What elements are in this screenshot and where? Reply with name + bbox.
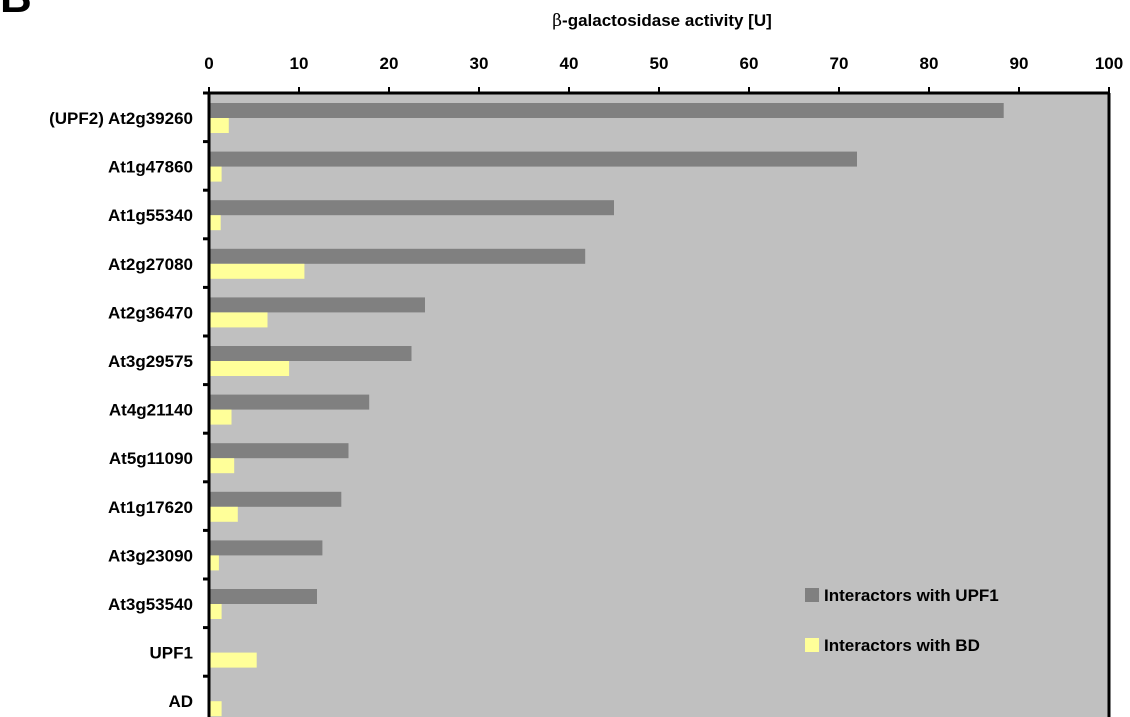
legend-label-bd: Interactors with BD [824,636,980,655]
x-tick-label: 40 [560,54,579,73]
bar-bd-8 [210,506,238,522]
x-tick-labels: 0 10 20 30 40 50 60 70 80 90 100 [204,54,1123,73]
legend: Interactors with UPF1 Interactors with BD [805,586,999,655]
bar-bd-0 [210,118,229,133]
x-axis-title-text: -galactosidase activity [U] [562,11,772,30]
x-axis-title: β-galactosidase activity [U] [552,11,772,31]
x-tick-label: 50 [650,54,669,73]
bar-upf1-2 [210,200,614,216]
panel-label: B [0,0,32,20]
category-label: At1g17620 [108,498,193,517]
x-tick-label: 30 [470,54,489,73]
x-axis-title-symbol: β [552,11,562,31]
category-label: UPF1 [150,644,193,663]
x-tick-label: 10 [290,54,309,73]
bar-bd-5 [210,361,290,376]
x-tick-label: 20 [380,54,399,73]
bar-bd-9 [210,555,219,571]
bar-upf1-7 [210,443,349,459]
x-tick-label: 0 [204,54,213,73]
bars-layer [210,103,1004,717]
bar-bd-10 [210,604,222,619]
bar-upf1-9 [210,540,323,556]
legend-swatch-upf1 [805,588,819,602]
bar-bd-7 [210,458,235,474]
category-label: At2g36470 [108,303,193,322]
category-label: At5g11090 [109,449,193,468]
bar-upf1-6 [210,394,370,410]
legend-swatch-bd [805,638,819,652]
category-label: At1g55340 [108,206,193,225]
x-tick-label: 100 [1095,54,1123,73]
category-label: At3g23090 [108,546,193,565]
bar-bd-12 [210,701,222,717]
category-label: At2g27080 [108,255,193,274]
category-label: At3g29575 [108,352,193,371]
bar-upf1-0 [210,103,1004,118]
bar-upf1-1 [210,151,857,167]
bar-bd-4 [210,312,268,328]
bar-upf1-3 [210,248,586,264]
bar-upf1-10 [210,589,317,604]
category-labels: (UPF2) At2g39260 At1g47860 At1g55340 At2g27… [49,109,193,711]
x-tick-label: 90 [1010,54,1029,73]
bar-upf1-8 [210,491,342,507]
x-tick-label: 80 [920,54,939,73]
bar-bd-1 [210,166,222,182]
category-label: At3g53540 [108,595,193,614]
bar-bd-11 [210,652,257,668]
category-label: (UPF2) At2g39260 [49,109,193,128]
x-tick-label: 70 [830,54,849,73]
axis-layer [203,87,1111,717]
bar-bd-6 [210,409,232,425]
legend-label-upf1: Interactors with UPF1 [824,586,999,605]
bar-upf1-4 [210,297,425,313]
category-label: AD [168,692,193,711]
x-tick-label: 60 [740,54,759,73]
bar-bd-3 [210,263,305,279]
category-label: At4g21140 [109,401,193,420]
bar-upf1-5 [210,346,412,361]
bar-bd-2 [210,215,221,231]
category-label: At1g47860 [108,158,193,177]
